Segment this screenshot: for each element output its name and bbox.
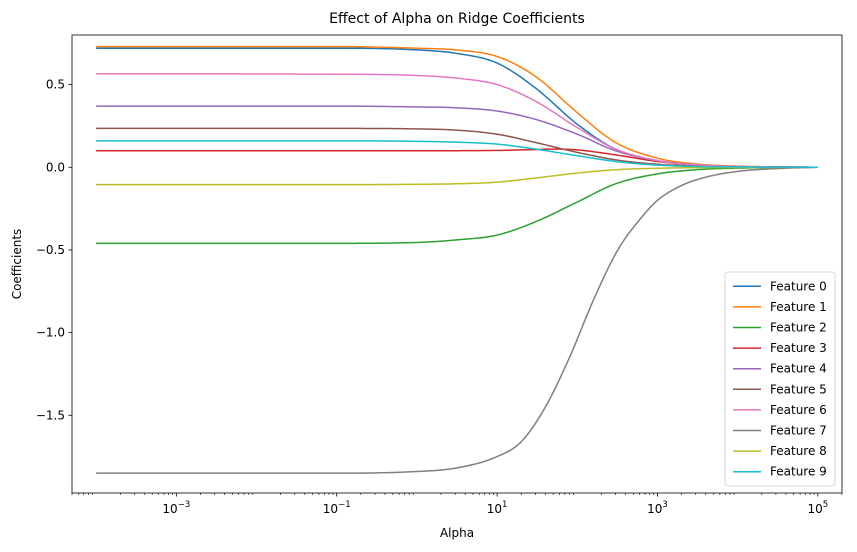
series-line-7 bbox=[96, 166, 818, 474]
legend-label-7: Feature 7 bbox=[770, 424, 827, 438]
series-line-9 bbox=[96, 140, 818, 169]
legend: Feature 0 Feature 1 Feature 2 Feature 3 Feat… bbox=[724, 271, 836, 487]
x-tick-label: 103 bbox=[647, 500, 668, 516]
series-line-2 bbox=[96, 166, 818, 245]
x-tick-label: 10−1 bbox=[323, 500, 351, 516]
legend-label-2: Feature 2 bbox=[770, 321, 827, 335]
y-tick-label: −0.5 bbox=[36, 243, 65, 257]
legend-label-1: Feature 1 bbox=[770, 300, 827, 314]
chart-title: Effect of Alpha on Ridge Coefficients bbox=[329, 11, 585, 27]
series-lines bbox=[96, 45, 818, 474]
x-tick-label: 101 bbox=[487, 500, 508, 516]
y-axis-label: Coefficients bbox=[10, 229, 24, 300]
legend-label-4: Feature 4 bbox=[770, 362, 827, 376]
y-tick-label: −1.0 bbox=[36, 326, 65, 340]
plot-area-frame bbox=[71, 34, 843, 494]
legend-label-9: Feature 9 bbox=[770, 465, 827, 479]
legend-label-3: Feature 3 bbox=[770, 341, 827, 355]
legend-label-0: Feature 0 bbox=[770, 279, 827, 293]
x-tick-label: 105 bbox=[808, 500, 829, 516]
x-axis-label: Alpha bbox=[440, 526, 474, 540]
x-axis: 10−3 10−1 101 103 105 bbox=[71, 493, 843, 516]
legend-box bbox=[724, 271, 836, 487]
series-line-6 bbox=[96, 73, 818, 169]
legend-label-6: Feature 6 bbox=[770, 403, 827, 417]
y-tick-label: 0.5 bbox=[46, 78, 65, 92]
series-line-8 bbox=[96, 166, 818, 186]
y-tick-label: −1.5 bbox=[36, 408, 65, 422]
y-axis: 0.5 0.0 −0.5 −1.0 −1.5 bbox=[36, 78, 72, 422]
legend-label-8: Feature 8 bbox=[770, 444, 827, 458]
legend-label-5: Feature 5 bbox=[770, 382, 827, 396]
y-tick-label: 0.0 bbox=[46, 160, 65, 174]
x-tick-label: 10−3 bbox=[162, 500, 190, 516]
